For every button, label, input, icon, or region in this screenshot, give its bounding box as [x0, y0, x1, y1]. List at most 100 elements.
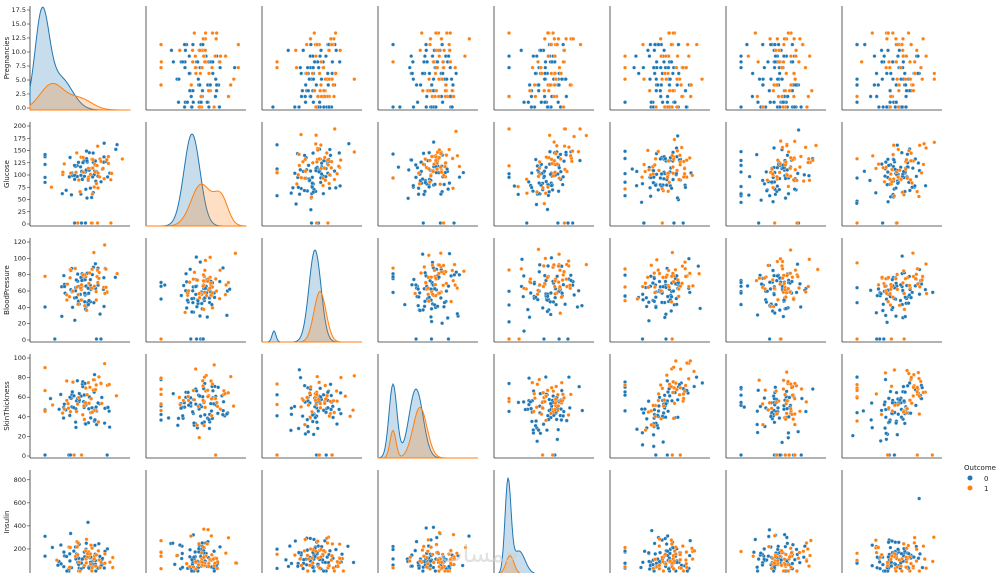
scatter-point — [200, 378, 205, 383]
scatter-point — [313, 398, 318, 403]
scatter-point — [762, 65, 767, 70]
scatter-point — [796, 128, 801, 132]
scatter-point — [679, 82, 684, 87]
scatter-point — [300, 88, 305, 93]
scatter-point — [677, 153, 682, 158]
scatter-point — [675, 148, 680, 153]
scatter-point — [314, 133, 319, 138]
scatter-point — [455, 153, 460, 158]
scatter-point — [855, 156, 859, 161]
scatter-point — [899, 551, 904, 556]
scatter-point — [448, 65, 453, 70]
scatter-point — [911, 372, 916, 377]
scatter-point — [874, 391, 879, 396]
scatter-point — [623, 273, 627, 278]
panel-r1-c7 — [841, 122, 942, 227]
scatter-point — [528, 399, 533, 404]
scatter-point — [202, 59, 207, 64]
scatter-point — [91, 377, 96, 382]
scatter-point — [894, 390, 899, 395]
scatter-point — [542, 100, 547, 105]
scatter-point — [760, 178, 765, 183]
scatter-point — [897, 48, 902, 53]
scatter-point — [189, 94, 194, 99]
scatter-point — [413, 548, 418, 553]
scatter-point — [411, 77, 416, 82]
scatter-point — [560, 392, 565, 397]
scatter-point — [507, 303, 511, 307]
scatter-point — [580, 303, 584, 308]
scatter-point — [416, 171, 421, 176]
scatter-point — [76, 395, 81, 400]
scatter-point — [654, 88, 659, 93]
scatter-point — [550, 59, 554, 64]
scatter-point — [793, 268, 798, 273]
scatter-point — [810, 387, 815, 392]
scatter-point — [542, 36, 547, 41]
scatter-point — [199, 550, 204, 555]
scatter-point — [330, 541, 335, 546]
scatter-point — [440, 42, 445, 47]
scatter-point — [438, 165, 443, 170]
scatter-point — [900, 48, 905, 53]
scatter-point — [426, 537, 431, 542]
scatter-point — [915, 266, 920, 271]
scatter-point — [420, 569, 425, 573]
scatter-point — [888, 291, 892, 296]
scatter-point — [318, 405, 323, 410]
scatter-point — [766, 554, 771, 559]
scatter-point — [661, 410, 666, 415]
scatter-point — [318, 386, 323, 391]
scatter-point — [208, 401, 213, 406]
scatter-point — [324, 150, 329, 155]
scatter-point — [419, 271, 423, 275]
scatter-point — [888, 172, 893, 177]
scatter-point — [305, 65, 310, 70]
scatter-point — [784, 306, 789, 311]
scatter-point — [897, 558, 902, 563]
scatter-point — [783, 88, 788, 93]
scatter-point — [95, 280, 100, 285]
scatter-point — [667, 88, 672, 93]
scatter-point — [442, 182, 447, 187]
scatter-point — [302, 548, 307, 553]
scatter-point — [67, 413, 72, 418]
scatter-point — [769, 77, 773, 82]
scatter-point — [790, 393, 795, 398]
scatter-point — [664, 337, 668, 341]
scatter-point — [658, 36, 663, 41]
scatter-point — [807, 178, 812, 183]
scatter-point — [88, 562, 93, 567]
scatter-point — [420, 88, 425, 93]
scatter-point — [785, 173, 789, 177]
panel-r1-c6 — [725, 122, 826, 227]
scatter-point — [786, 414, 791, 419]
scatter-point — [792, 422, 797, 427]
scatter-point — [98, 565, 102, 570]
series-0-points — [507, 375, 585, 457]
scatter-point — [560, 182, 565, 187]
scatter-point — [68, 545, 73, 550]
scatter-point — [779, 558, 784, 562]
scatter-point — [909, 151, 914, 156]
scatter-point — [74, 295, 79, 300]
scatter-point — [653, 305, 658, 310]
scatter-point — [298, 557, 302, 561]
scatter-point — [653, 551, 658, 556]
scatter-point — [209, 533, 214, 538]
scatter-point — [788, 54, 793, 59]
series-1-points — [855, 140, 937, 225]
scatter-point — [665, 294, 670, 299]
scatter-point — [524, 177, 529, 182]
scatter-point — [115, 142, 120, 147]
scatter-point — [785, 94, 790, 99]
scatter-point — [874, 166, 878, 171]
scatter-point — [93, 564, 98, 568]
scatter-point — [895, 432, 900, 437]
scatter-point — [562, 48, 567, 53]
scatter-point — [417, 559, 422, 563]
scatter-point — [556, 264, 561, 269]
scatter-point — [639, 407, 644, 412]
scatter-point — [297, 152, 301, 157]
scatter-point — [792, 557, 797, 562]
